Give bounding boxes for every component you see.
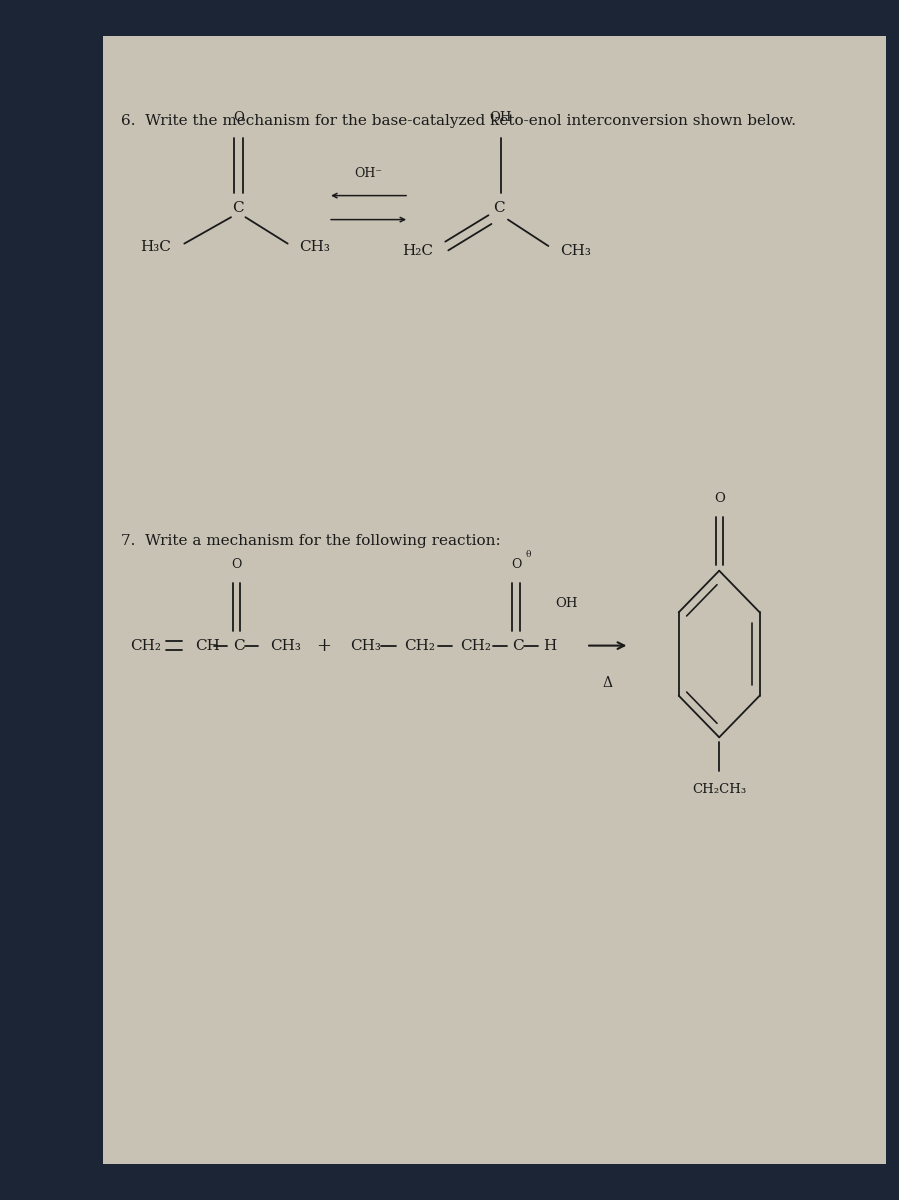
Text: H₃C: H₃C <box>140 240 171 254</box>
Text: OH: OH <box>555 596 578 610</box>
Text: θ: θ <box>526 550 531 559</box>
Text: CH₂: CH₂ <box>130 638 161 653</box>
Text: O: O <box>233 110 244 124</box>
Text: CH₃: CH₃ <box>271 638 301 653</box>
Text: C: C <box>494 200 504 215</box>
Text: O: O <box>714 492 725 505</box>
Text: CH: CH <box>195 638 220 653</box>
Text: C: C <box>233 200 244 215</box>
Text: CH₂CH₃: CH₂CH₃ <box>692 782 746 796</box>
Text: 7.  Write a mechanism for the following reaction:: 7. Write a mechanism for the following r… <box>121 534 501 548</box>
Text: 6.  Write the mechanism for the base-catalyzed keto-enol interconversion shown b: 6. Write the mechanism for the base-cata… <box>121 114 797 128</box>
Text: CH₃: CH₃ <box>299 240 330 254</box>
Text: H: H <box>543 638 556 653</box>
Text: O: O <box>231 558 242 571</box>
Text: OH: OH <box>489 110 512 124</box>
Text: CH₂: CH₂ <box>405 638 435 653</box>
Text: Δ: Δ <box>602 676 613 690</box>
Text: CH₂: CH₂ <box>460 638 491 653</box>
Text: CH₃: CH₃ <box>560 244 591 258</box>
Text: +: + <box>316 636 331 655</box>
Text: O: O <box>511 558 521 571</box>
Text: C: C <box>233 638 245 653</box>
Text: CH₃: CH₃ <box>351 638 381 653</box>
Text: C: C <box>512 638 524 653</box>
Text: H₂C: H₂C <box>403 244 433 258</box>
Text: OH⁻: OH⁻ <box>354 167 383 180</box>
